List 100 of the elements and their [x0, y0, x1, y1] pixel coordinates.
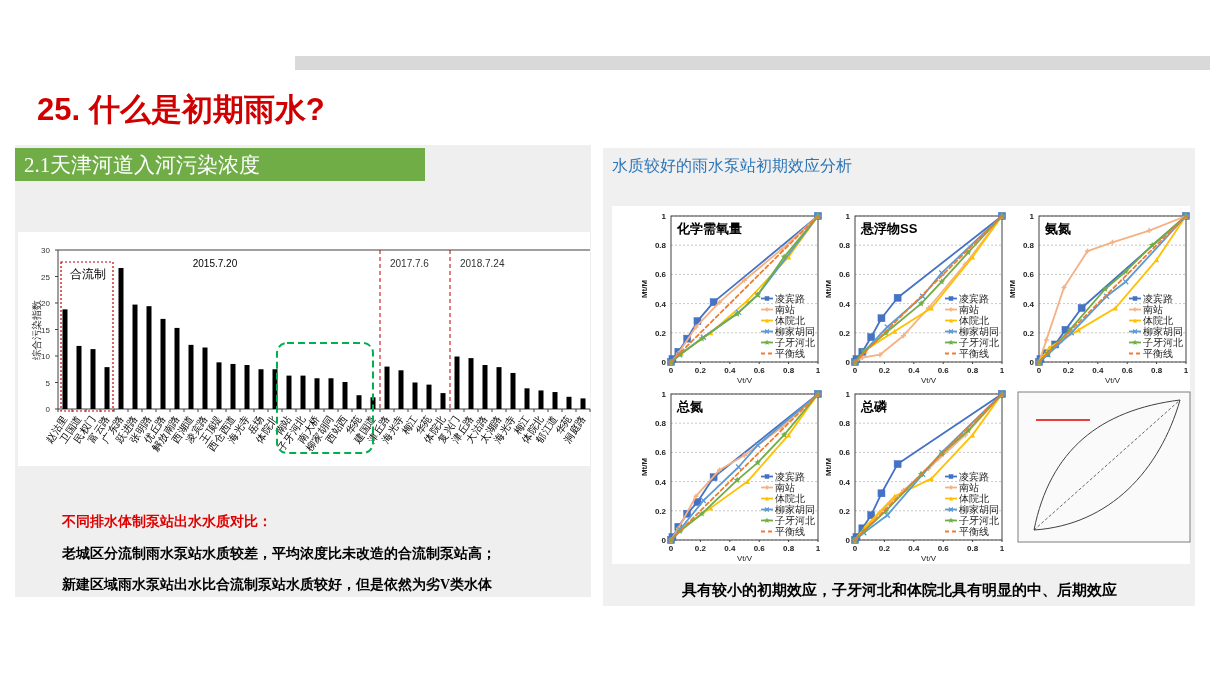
y-tick-label: 0.4: [1022, 299, 1035, 309]
y-axis-title: Mt/M: [640, 279, 649, 299]
y-tick-label: 0: [45, 405, 51, 414]
x-tick-label: 1: [999, 366, 1005, 375]
legend-label: 柳家胡同: [959, 326, 999, 338]
chart-title: 总氮: [676, 399, 703, 414]
legend-label: 子牙河北: [775, 337, 815, 349]
y-tick-label: 5: [45, 378, 51, 388]
y-axis-title: Mt/M: [1008, 279, 1017, 299]
ref-line-label: 2018.7.24: [460, 258, 505, 269]
x-axis-title: Vt/V: [920, 554, 937, 563]
y-tick-label: 0.4: [838, 299, 851, 309]
x-tick-label: 0.8: [967, 544, 979, 553]
x-tick-label: 0: [852, 544, 858, 553]
text: 25. 什么是初期雨水?: [37, 92, 325, 127]
legend-label: 柳家胡同: [775, 326, 815, 338]
legend-label: 平衡线: [959, 348, 989, 360]
y-axis-title: Mt/M: [824, 279, 833, 299]
x-axis-title: Vt/V: [736, 554, 753, 563]
x-tick-label: 0.2: [878, 366, 891, 375]
y-axis-title: 综合污染指数: [31, 299, 42, 360]
y-tick-label: 0: [845, 358, 851, 367]
x-tick-label: 0.4: [908, 366, 920, 375]
legend-label: 体院北: [775, 315, 805, 327]
text: 不同排水体制泵站出水水质对比：: [61, 513, 272, 529]
x-tick-label: 1: [815, 366, 821, 375]
legend-label: 南站: [775, 482, 795, 494]
x-tick-label: 1: [815, 544, 821, 553]
x-tick-label: 0.2: [878, 544, 891, 553]
x-tick-label: 0.4: [724, 366, 736, 375]
y-tick-label: 0.2: [838, 328, 851, 338]
legend-label: 柳家胡同: [959, 504, 999, 516]
x-tick-label: 0.8: [1151, 366, 1163, 375]
y-tick-label: 1: [661, 212, 667, 221]
legend-label: 子牙河北: [775, 515, 815, 527]
legend-label: 平衡线: [1143, 348, 1173, 360]
annotation: 合流制: [70, 267, 106, 281]
x-tick-label: 0: [852, 366, 858, 375]
x-tick-label: 0.2: [1062, 366, 1075, 375]
x-tick-label: 0.4: [1092, 366, 1104, 375]
x-tick-label: 0.2: [694, 366, 707, 375]
x-tick-label: 0.6: [937, 366, 950, 375]
x-tick-label: 0: [668, 366, 674, 375]
x-tick-label: 0.2: [694, 544, 707, 553]
y-tick-label: 0.2: [654, 506, 667, 516]
x-tick-label: 0.4: [908, 544, 920, 553]
legend-label: 南站: [1143, 304, 1163, 316]
y-tick-label: 25: [41, 272, 51, 282]
y-tick-label: 1: [1029, 212, 1035, 221]
ref-line-label: 2017.7.6: [390, 258, 430, 269]
y-axis-title: Mt/M: [824, 457, 833, 477]
y-tick-label: 10: [41, 352, 51, 361]
y-tick-label: 15: [41, 325, 51, 335]
legend-label: 凌宾路: [959, 471, 989, 483]
chart-title: 氨氮: [1044, 221, 1071, 236]
y-tick-label: 0.2: [654, 328, 667, 338]
y-tick-label: 0.6: [1022, 270, 1035, 280]
legend-label: 子牙河北: [959, 337, 999, 349]
legend-label: 平衡线: [775, 348, 805, 360]
text: 老城区分流制雨水泵站水质较差，平均浓度比未改造的合流制泵站高；: [61, 545, 496, 561]
x-tick-label: 0.6: [753, 366, 766, 375]
text: 水质较好的雨水泵站初期效应分析: [612, 157, 852, 174]
y-tick-label: 30: [41, 246, 51, 255]
y-tick-label: 0: [661, 358, 667, 367]
legend-label: 凌宾路: [959, 293, 989, 305]
legend-label: 平衡线: [775, 526, 805, 538]
legend-label: 柳家胡同: [1143, 326, 1183, 338]
text: 具有较小的初期效应，子牙河北和体院北具有明显的中、后期效应: [680, 581, 1117, 598]
legend-label: 体院北: [1143, 315, 1173, 327]
x-tick-label: 0.6: [1121, 366, 1134, 375]
legend-label: 体院北: [775, 493, 805, 505]
y-tick-label: 0: [845, 536, 851, 545]
x-tick-label: 0.4: [724, 544, 736, 553]
chart-title: 化学需氧量: [676, 221, 742, 236]
y-tick-label: 0.4: [654, 477, 667, 487]
y-tick-label: 0: [661, 536, 667, 545]
y-tick-label: 0.8: [654, 241, 667, 251]
legend-label: 子牙河北: [1143, 337, 1183, 349]
x-axis-title: Vt/V: [736, 376, 753, 385]
y-tick-label: 0.6: [654, 270, 667, 280]
y-tick-label: 0.2: [1022, 328, 1035, 338]
y-tick-label: 0: [1029, 358, 1035, 367]
y-tick-label: 1: [845, 390, 851, 399]
chart-title: 悬浮物SS: [860, 221, 918, 236]
y-tick-label: 1: [661, 390, 667, 399]
x-tick-label: 1: [1183, 366, 1189, 375]
x-tick-label: 0.8: [783, 366, 795, 375]
x-tick-label: 0: [668, 544, 674, 553]
x-axis-title: Vt/V: [920, 376, 937, 385]
legend-label: 凌宾路: [775, 293, 805, 305]
y-tick-label: 0.8: [1022, 241, 1035, 251]
y-tick-label: 0.4: [838, 477, 851, 487]
text: 新建区域雨水泵站出水比合流制泵站水质较好，但是依然为劣V类水体: [61, 576, 494, 592]
legend-label: 体院北: [959, 493, 989, 505]
x-tick-label: 0.8: [783, 544, 795, 553]
legend-label: 平衡线: [959, 526, 989, 538]
x-tick-label: 0.6: [753, 544, 766, 553]
legend-label: 凌宾路: [775, 471, 805, 483]
x-tick-label: 0: [1036, 366, 1042, 375]
y-axis-title: Mt/M: [640, 457, 649, 477]
